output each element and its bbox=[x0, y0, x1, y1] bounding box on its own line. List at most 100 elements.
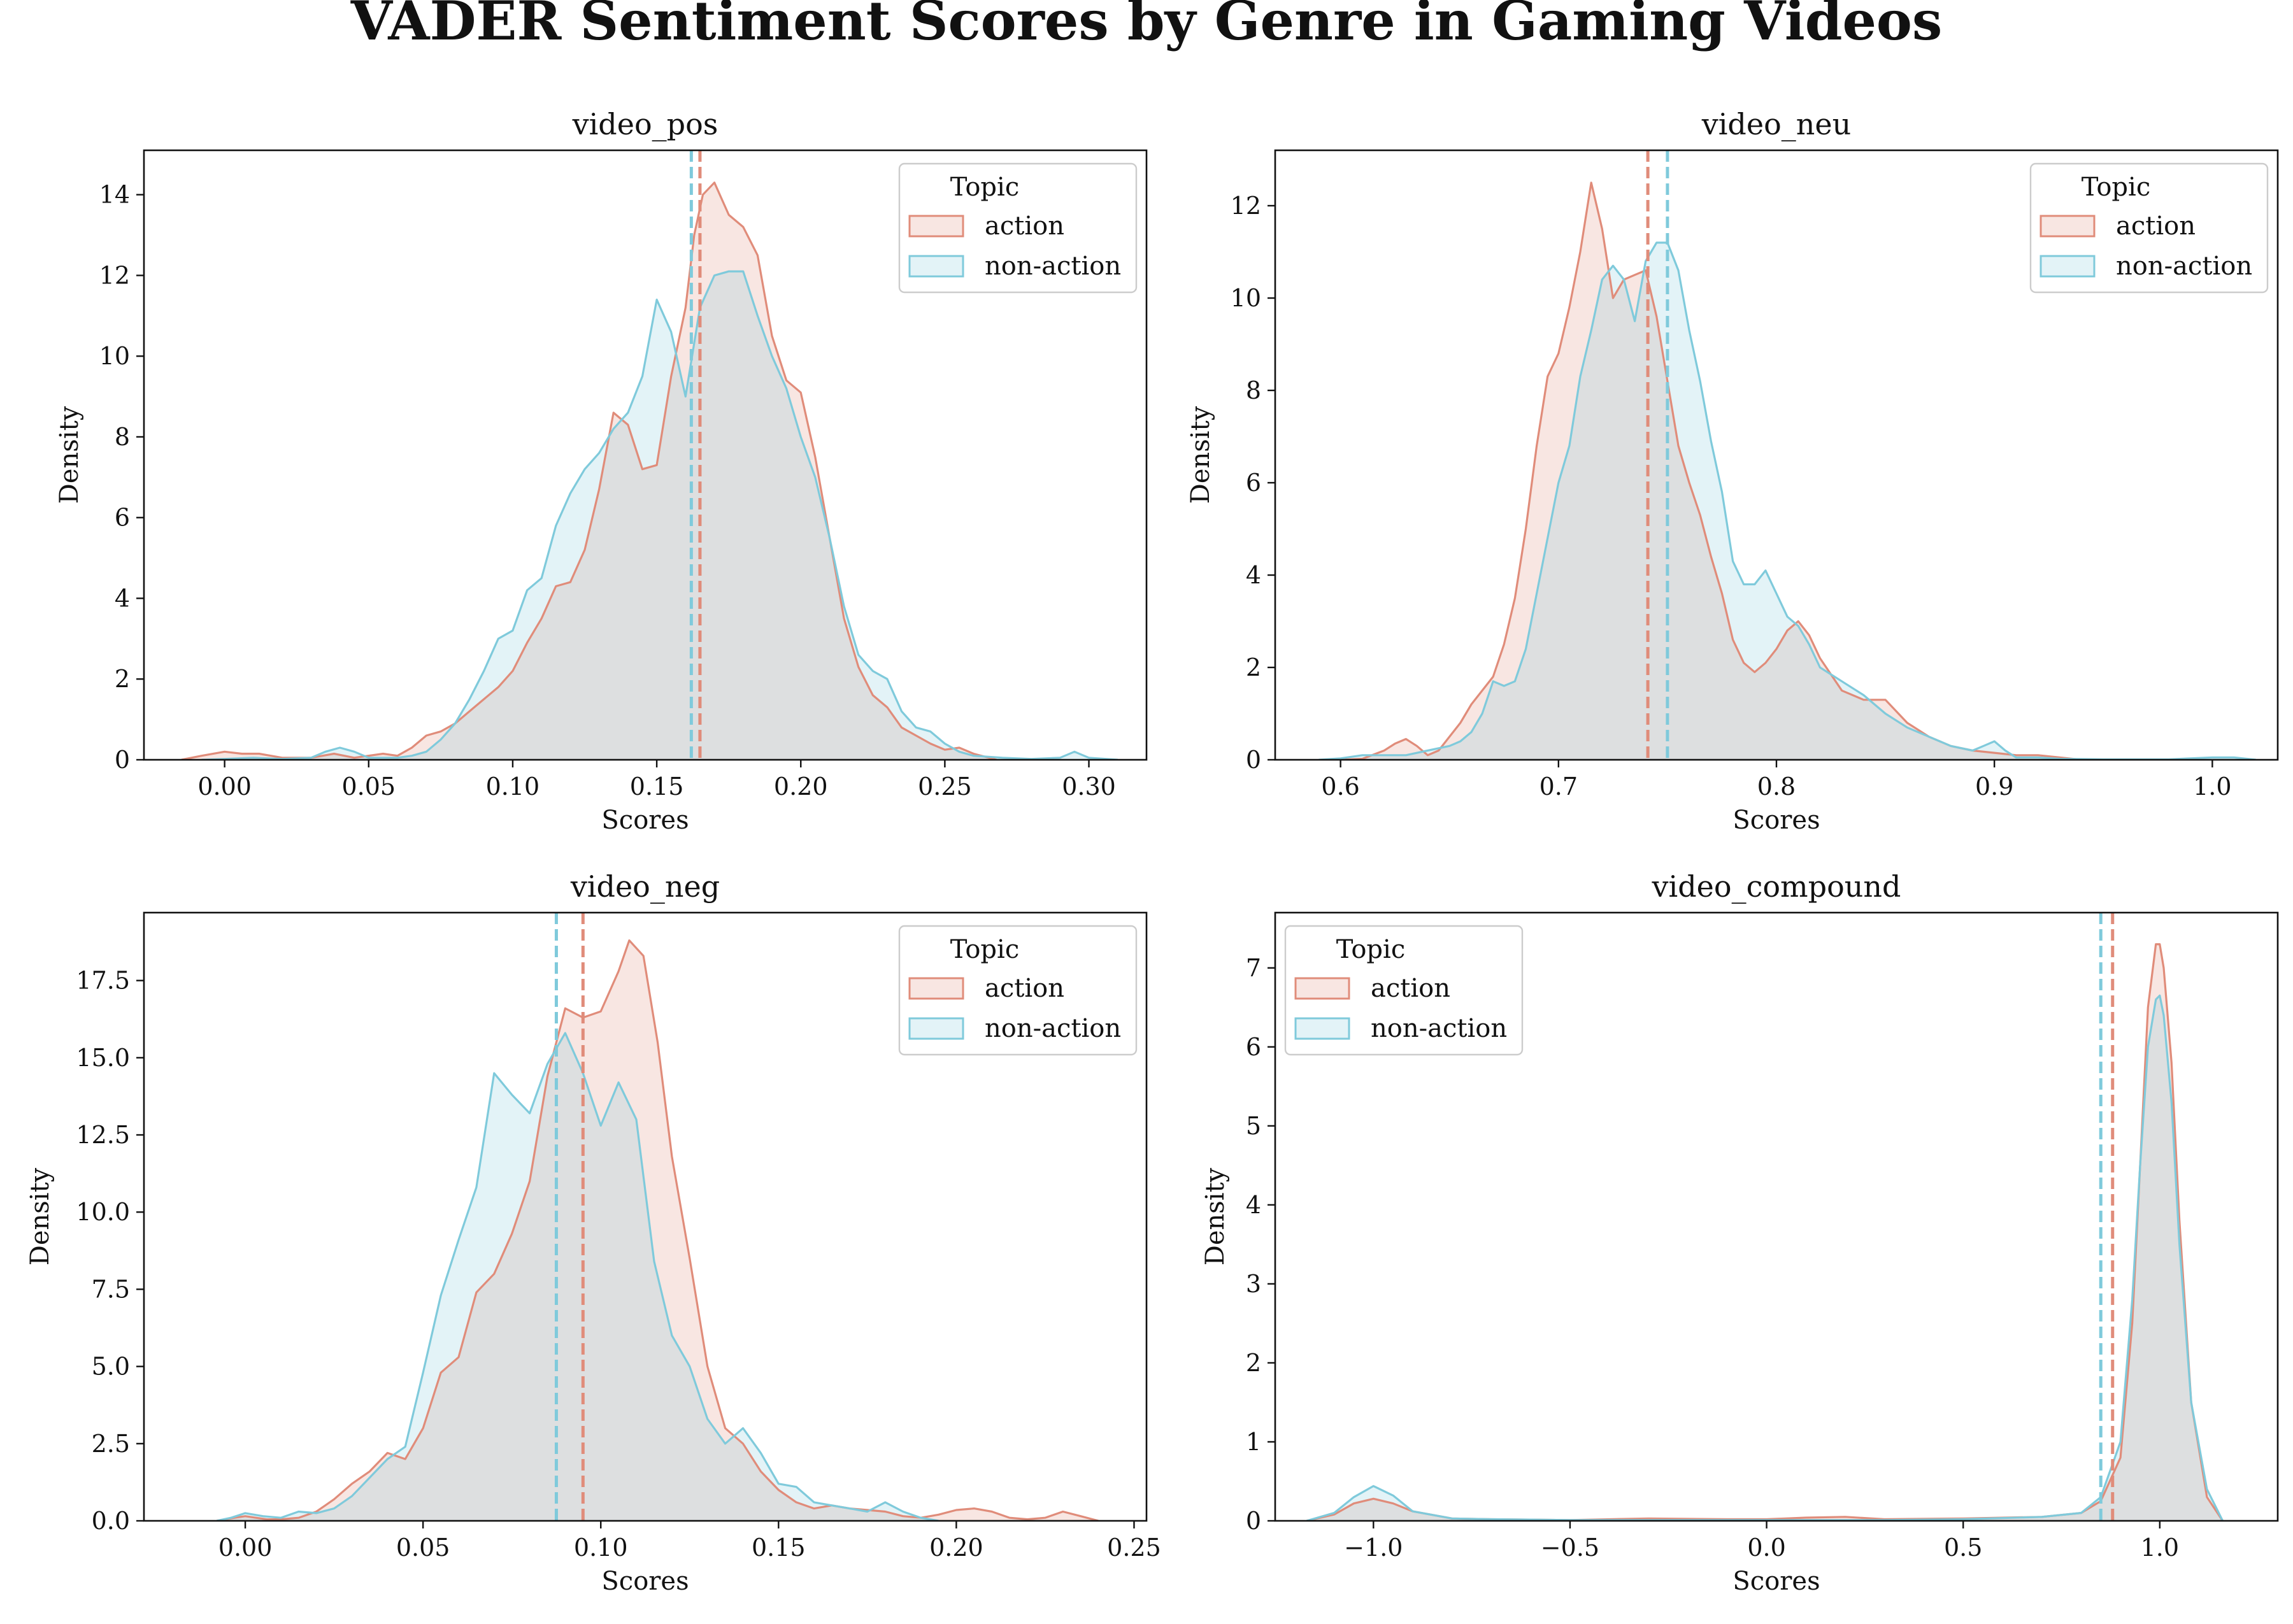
density-line-action bbox=[1340, 182, 2082, 760]
y-tick-label: 5 bbox=[1246, 1112, 1261, 1140]
legend-label-non-action: non-action bbox=[985, 1014, 1121, 1043]
x-tick-label: 0.10 bbox=[574, 1534, 628, 1562]
x-tick-label: 0.6 bbox=[1321, 773, 1359, 801]
axes-frame bbox=[143, 149, 1148, 761]
y-tick-label: 7 bbox=[1246, 954, 1261, 982]
x-tick-label: −0.5 bbox=[1541, 1534, 1599, 1562]
x-tick-label: 0.15 bbox=[752, 1534, 806, 1562]
y-tick-label: 12.5 bbox=[76, 1121, 130, 1149]
x-axis-label: Scores bbox=[601, 806, 689, 835]
density-fill-action bbox=[1306, 944, 2223, 1521]
subplot-title: video_neg bbox=[570, 869, 720, 904]
y-tick-label: 8 bbox=[115, 423, 130, 451]
subplot-video_pos: 0.00 0.05 0.10 0.15 0.20 0.25 0.30 0 2 4 6 8 10 12 14 v… bbox=[55, 107, 1148, 835]
y-tick-label: 0 bbox=[1246, 1507, 1261, 1535]
y-axis-label: Density bbox=[1186, 406, 1215, 504]
y-tick-label: 5.0 bbox=[92, 1353, 130, 1381]
legend-frame bbox=[898, 162, 1138, 294]
y-tick-label: 6 bbox=[1246, 1033, 1261, 1061]
density-line-action bbox=[217, 939, 1099, 1521]
y-tick-label: 6 bbox=[115, 504, 130, 532]
x-tick-label: 1.0 bbox=[2141, 1534, 2179, 1562]
y-tick-label: 6 bbox=[1246, 469, 1261, 497]
y-tick-label: 0.0 bbox=[92, 1507, 130, 1535]
legend-label-action: action bbox=[1371, 974, 1450, 1003]
density-fill-non-action bbox=[1318, 243, 2256, 760]
x-tick-label: 0.20 bbox=[774, 773, 828, 801]
y-tick-label: 2 bbox=[115, 665, 130, 693]
x-tick-label: 0.0 bbox=[1747, 1534, 1785, 1562]
x-axis-label: Scores bbox=[1732, 806, 1820, 835]
x-tick-label: 1.0 bbox=[2193, 773, 2231, 801]
legend-swatch-non-action bbox=[2039, 255, 2096, 278]
y-tick-label: 4 bbox=[1246, 1191, 1261, 1219]
x-tick-label: 0.5 bbox=[1944, 1534, 1982, 1562]
y-axis-label: Density bbox=[25, 1167, 55, 1265]
y-tick-label: 8 bbox=[1246, 376, 1261, 404]
subplot-title: video_compound bbox=[1652, 869, 1901, 904]
legend-label-action: action bbox=[985, 211, 1064, 241]
density-fill-action bbox=[1340, 182, 2082, 760]
legend-swatch-non-action bbox=[908, 1017, 964, 1040]
density-fill-action bbox=[181, 182, 997, 760]
y-tick-label: 15.0 bbox=[76, 1044, 130, 1072]
x-tick-label: 0.10 bbox=[486, 773, 540, 801]
x-tick-label: 0.9 bbox=[1975, 773, 2013, 801]
legend-swatch-non-action bbox=[1294, 1017, 1350, 1040]
y-tick-label: 0 bbox=[115, 746, 130, 774]
density-fill-action bbox=[217, 940, 1099, 1521]
legend-frame bbox=[898, 925, 1138, 1056]
legend: Topic action non-action bbox=[898, 925, 1138, 1056]
legend-title: Topic bbox=[950, 173, 1019, 202]
legend-label-non-action: non-action bbox=[2116, 252, 2252, 281]
legend-frame bbox=[2029, 162, 2269, 294]
legend-title: Topic bbox=[1336, 935, 1405, 964]
y-tick-label: 2.5 bbox=[92, 1430, 130, 1458]
legend: Topic action non-action bbox=[1284, 925, 1524, 1056]
density-line-action bbox=[181, 182, 997, 760]
y-tick-label: 2 bbox=[1246, 653, 1261, 681]
y-tick-label: 10 bbox=[99, 342, 130, 370]
x-tick-label: 0.30 bbox=[1062, 773, 1116, 801]
x-tick-label: 0.00 bbox=[218, 1534, 273, 1562]
density-line-non-action bbox=[201, 270, 1118, 760]
x-tick-label: 0.8 bbox=[1757, 773, 1796, 801]
y-tick-label: 12 bbox=[1231, 192, 1261, 220]
legend-frame bbox=[1284, 925, 1524, 1056]
y-tick-label: 4 bbox=[1246, 561, 1261, 589]
x-tick-label: −1.0 bbox=[1344, 1534, 1403, 1562]
x-axis-label: Scores bbox=[601, 1567, 689, 1596]
y-tick-label: 1 bbox=[1246, 1428, 1261, 1456]
x-axis-label: Scores bbox=[1732, 1567, 1820, 1596]
subplot-title: video_pos bbox=[572, 107, 718, 141]
axes-frame bbox=[143, 911, 1148, 1522]
x-tick-label: 0.05 bbox=[341, 773, 396, 801]
legend-swatch-action bbox=[1294, 977, 1350, 1000]
y-axis-label: Density bbox=[1201, 1167, 1230, 1265]
subplot-title: video_neu bbox=[1701, 107, 1852, 141]
y-tick-label: 17.5 bbox=[76, 967, 130, 995]
x-tick-label: 0.05 bbox=[396, 1534, 450, 1562]
legend-label-non-action: non-action bbox=[985, 252, 1121, 281]
plot-area bbox=[1318, 150, 2256, 760]
y-tick-label: 14 bbox=[99, 181, 130, 209]
y-tick-label: 7.5 bbox=[92, 1275, 130, 1303]
subplot-video_compound: −1.0 −0.5 0.0 0.5 1.0 0 1 2 3 4 5 6 7 video_compound S… bbox=[1201, 869, 2279, 1596]
axes-frame bbox=[1274, 911, 2279, 1522]
subplot-video_neu: 0.6 0.7 0.8 0.9 1.0 0 2 4 6 8 10 12 video_neu Scores D… bbox=[1186, 107, 2279, 835]
density-line-non-action bbox=[1306, 994, 2224, 1521]
subplot-video_neg: 0.00 0.05 0.10 0.15 0.20 0.25 0.0 2.5 5.0 7.5 10.0… bbox=[25, 869, 1161, 1596]
density-line-non-action bbox=[217, 1032, 939, 1521]
figure-title: VADER Sentiment Scores by Genre in Gamin… bbox=[350, 0, 1942, 52]
legend-swatch-action bbox=[908, 977, 964, 1000]
y-tick-label: 3 bbox=[1246, 1270, 1261, 1298]
x-tick-label: 0.7 bbox=[1539, 773, 1578, 801]
x-tick-label: 0.25 bbox=[918, 773, 972, 801]
density-fill-non-action bbox=[1306, 995, 2223, 1521]
density-line-non-action bbox=[1318, 241, 2256, 760]
legend-swatch-action bbox=[2039, 215, 2096, 238]
legend-label-action: action bbox=[985, 974, 1064, 1003]
y-axis-label: Density bbox=[55, 406, 84, 504]
legend-label-action: action bbox=[2116, 211, 2196, 241]
